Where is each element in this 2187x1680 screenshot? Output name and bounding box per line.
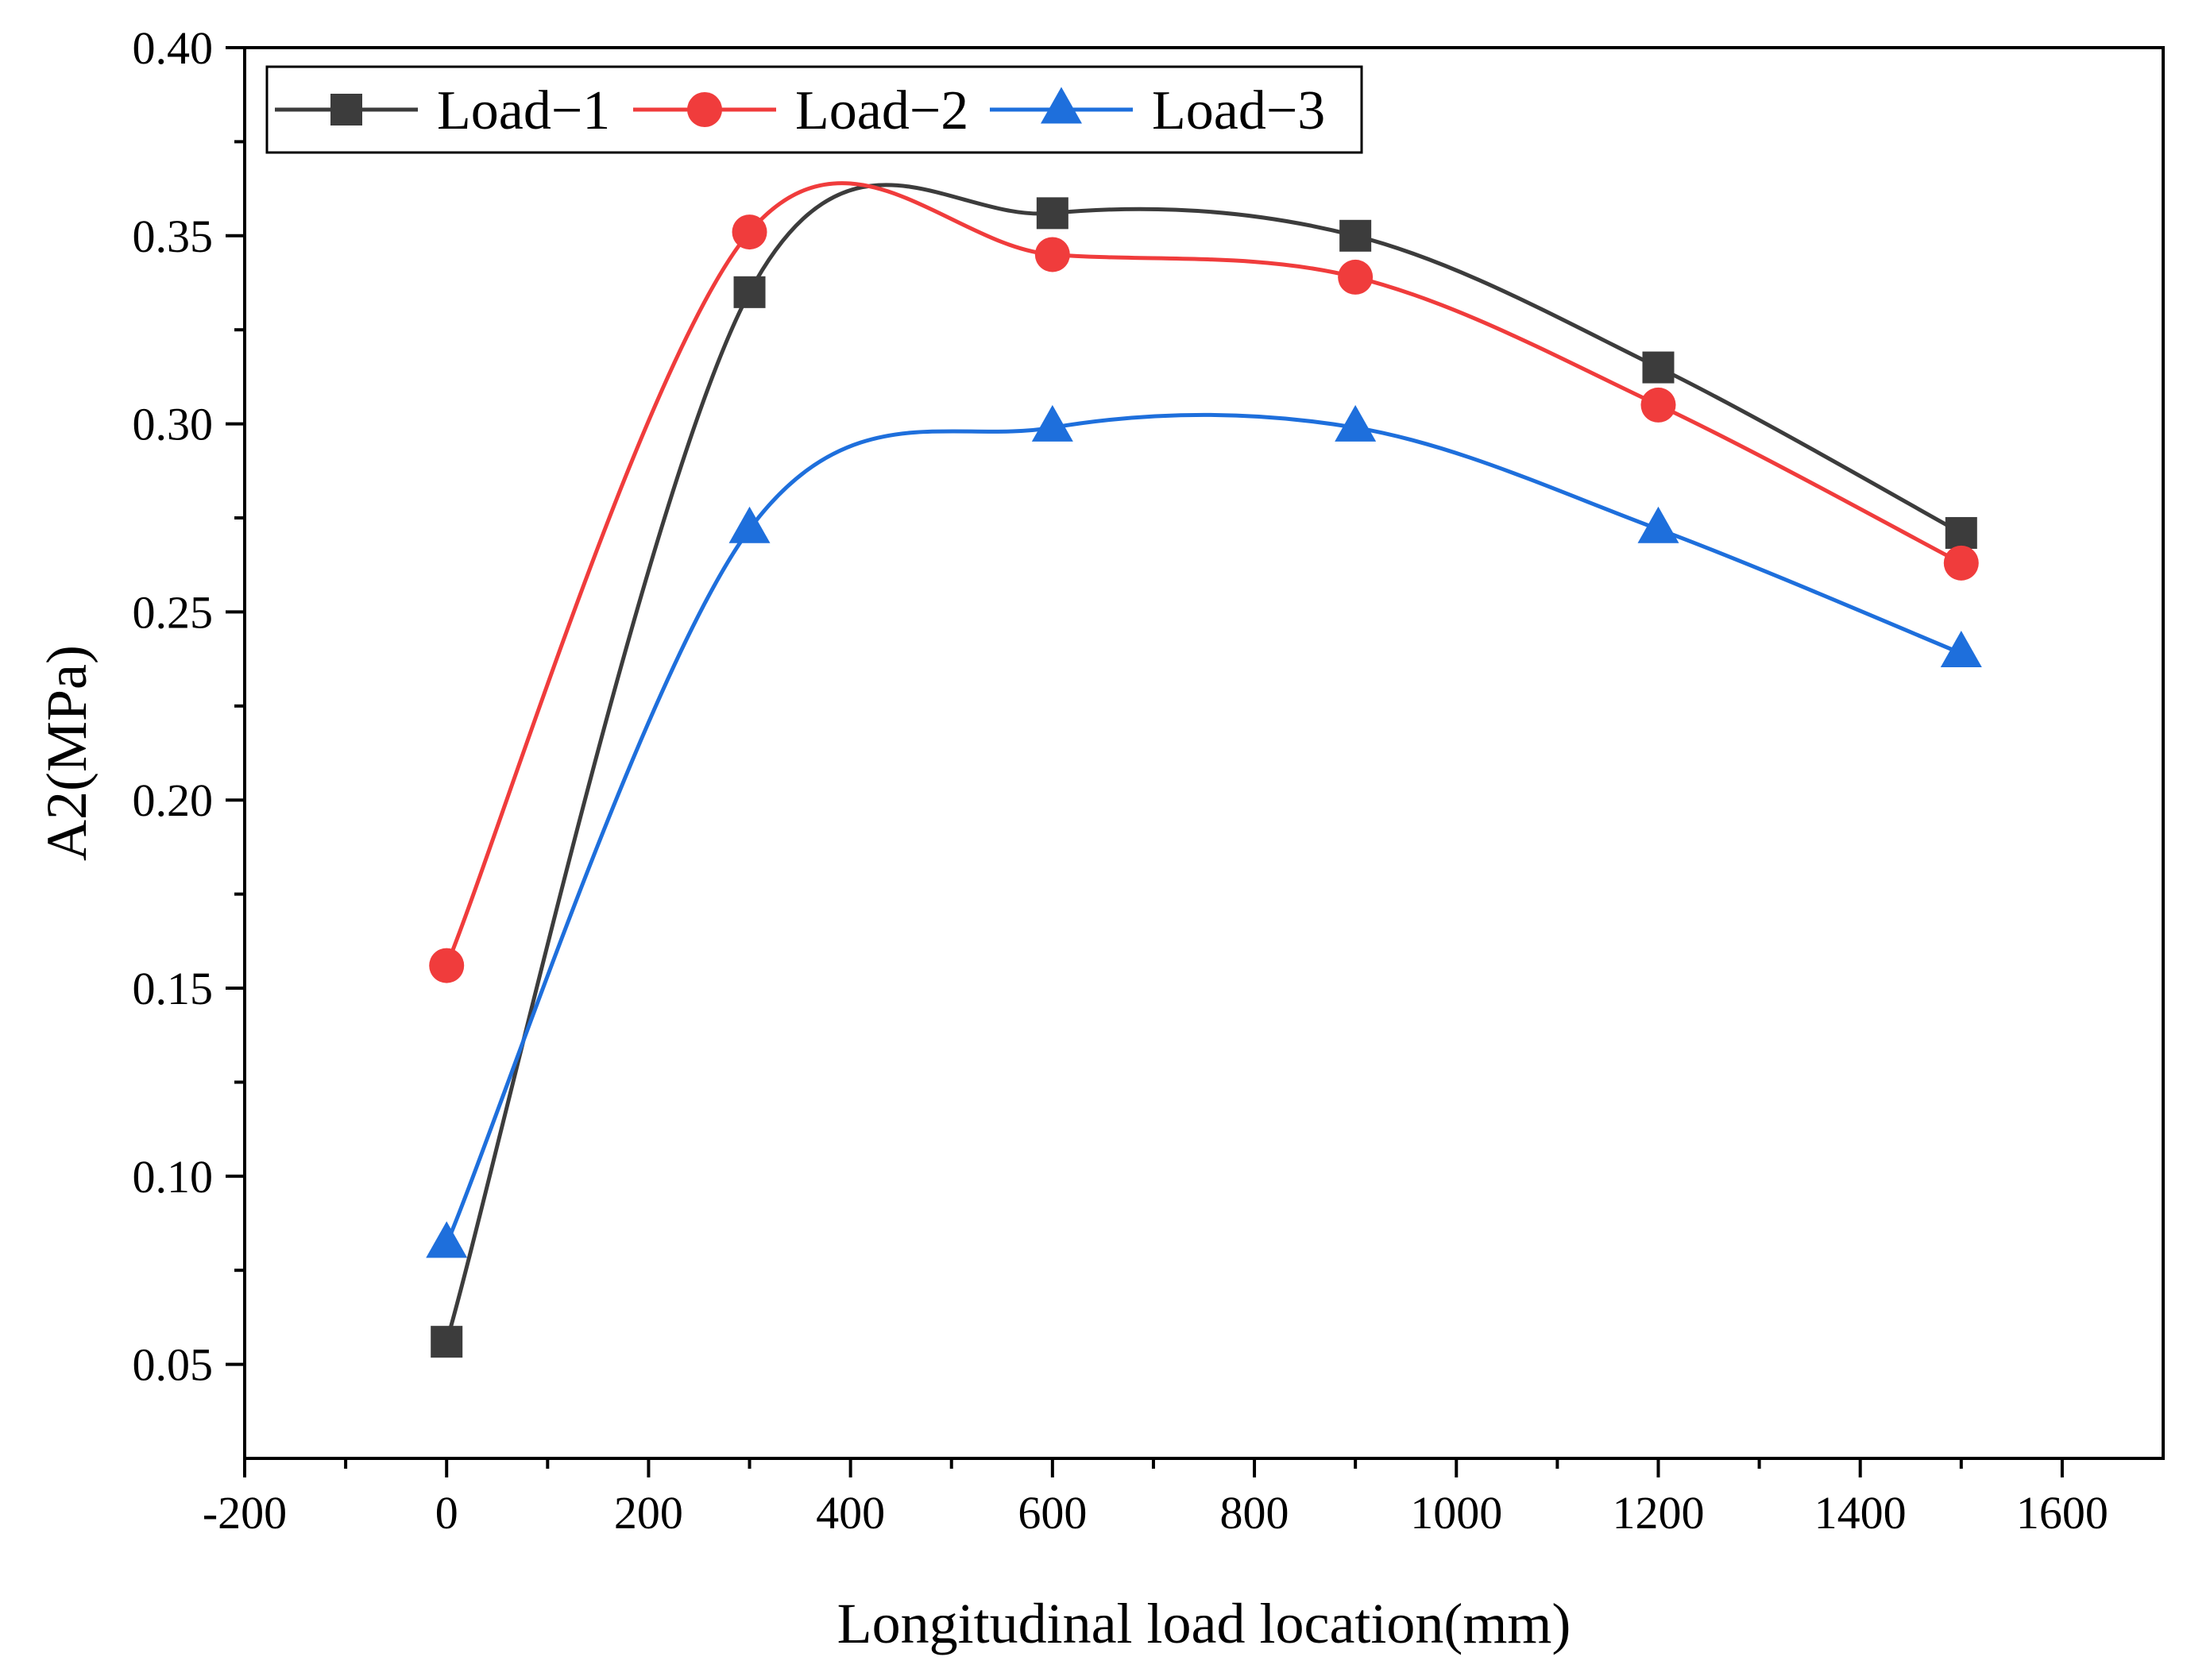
x-tick-label: 1000: [1410, 1487, 1502, 1539]
data-point-load-3: [1335, 404, 1377, 442]
series-line-load-3: [444, 412, 1962, 1246]
y-tick-label: 0.30: [133, 399, 214, 450]
legend-marker-load-2: [687, 92, 722, 127]
data-point-load-3: [1940, 630, 1982, 667]
x-tick-label: -200: [203, 1487, 287, 1539]
data-point-load-3: [728, 506, 771, 543]
data-point-load-1: [1339, 219, 1372, 252]
y-tick-label: 0.15: [133, 963, 214, 1014]
series-markers: [426, 197, 1982, 1358]
x-tick-label: 0: [435, 1487, 458, 1539]
data-point-load-3: [1031, 404, 1073, 442]
y-tick-label: 0.10: [133, 1151, 214, 1203]
series-line-load-2: [444, 181, 1962, 967]
y-axis-title: A2(MPa): [35, 645, 99, 861]
y-tick-label: 0.20: [133, 774, 214, 826]
legend-label-load-2: Load−2: [795, 80, 968, 141]
legend: Load−1 Load−2 Load−3: [265, 65, 1363, 154]
legend-box: [265, 65, 1363, 154]
data-point-load-1: [431, 1326, 463, 1358]
series-line-load-1: [444, 183, 1962, 1342]
x-tick-label: 1600: [2016, 1487, 2108, 1539]
x-tick-label: 1400: [1814, 1487, 1907, 1539]
data-point-load-3: [1637, 506, 1679, 543]
y-tick-label: 0.35: [133, 210, 214, 262]
data-point-load-1: [1642, 351, 1675, 384]
data-point-load-1: [733, 276, 766, 308]
legend-label-load-3: Load−3: [1152, 80, 1325, 141]
data-point-load-1: [1945, 516, 1977, 549]
tick-labels: -200 0 200 400 600 800 1000 1200 1400 1600 0.05 0.1…: [133, 22, 2108, 1539]
x-axis-title: Longitudinal load location(mm): [837, 1592, 1571, 1655]
data-point-load-2: [1640, 387, 1676, 423]
y-tick-label: 0.05: [133, 1339, 214, 1391]
x-tick-label: 400: [816, 1487, 885, 1539]
axis-ticks: [226, 46, 2064, 1477]
y-tick-label: 0.25: [133, 586, 214, 638]
data-point-load-1: [1036, 197, 1068, 230]
data-point-load-2: [1034, 237, 1070, 272]
data-point-load-2: [1338, 259, 1374, 295]
data-point-load-2: [429, 948, 465, 983]
x-tick-label: 600: [1018, 1487, 1087, 1539]
x-tick-label: 200: [614, 1487, 683, 1539]
legend-marker-load-3: [1041, 87, 1082, 124]
x-tick-label: 800: [1220, 1487, 1289, 1539]
series-lines: [444, 181, 1962, 1342]
y-tick-label: 0.40: [133, 22, 214, 74]
plot-frame: [243, 46, 2165, 1460]
legend-marker-load-1: [330, 94, 362, 126]
x-tick-label: 1200: [1612, 1487, 1704, 1539]
data-point-load-3: [426, 1221, 468, 1258]
data-point-load-2: [732, 214, 767, 250]
legend-label-load-1: Load−1: [437, 80, 610, 141]
data-point-load-2: [1943, 545, 1979, 581]
